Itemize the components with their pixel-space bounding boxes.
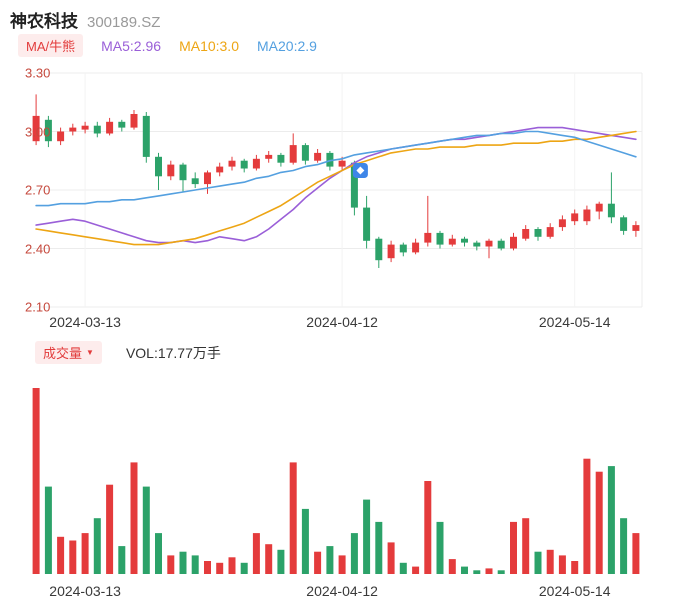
volume-chart[interactable] xyxy=(0,378,686,578)
stock-name: 神农科技 xyxy=(10,12,78,31)
event-marker-icon[interactable] xyxy=(352,163,368,178)
ma20-line xyxy=(35,130,637,207)
volume-chart-x-axis: 2024-03-13 2024-04-12 2024-05-14 xyxy=(0,583,686,601)
ma-legend: MA/牛熊 MA5:2.96 MA10:3.0 MA20:2.9 xyxy=(18,34,317,57)
y-axis-label: 2.70 xyxy=(25,182,51,198)
volume-header: 成交量 ▼ VOL:17.77万手 xyxy=(35,341,221,364)
y-axis-label: 3.30 xyxy=(25,65,51,81)
chevron-down-icon: ▼ xyxy=(86,347,94,357)
grid-lines xyxy=(30,72,643,308)
x-axis-label: 2024-03-13 xyxy=(49,314,121,330)
ma5-value-label: MA5:2.96 xyxy=(101,37,162,54)
volume-indicator-dropdown-button[interactable]: 成交量 ▼ xyxy=(35,341,102,364)
candlesticks xyxy=(32,94,640,268)
y-axis-label: 2.40 xyxy=(25,241,51,256)
volume-value-label: VOL:17.77万手 xyxy=(125,344,221,361)
candlestick-chart[interactable] xyxy=(0,62,686,314)
x-axis-label: 2024-04-12 xyxy=(306,583,378,599)
volume-dropdown-label: 成交量 xyxy=(43,346,83,361)
ma5-line xyxy=(35,126,637,244)
ma10-line xyxy=(35,130,637,246)
stock-code: 300189.SZ xyxy=(87,14,161,31)
ma10-value-label: MA10:3.0 xyxy=(179,37,239,54)
x-axis-label: 2024-05-14 xyxy=(538,583,611,599)
header: 神农科技 300189.SZ xyxy=(10,7,160,32)
price-chart-area: 3.30 3.00 2.70 2.40 2.10 xyxy=(0,62,686,315)
x-axis-label: 2024-04-12 xyxy=(306,314,378,330)
ma-bull-bear-toggle-button[interactable]: MA/牛熊 xyxy=(18,34,84,57)
x-axis-label: 2024-03-13 xyxy=(49,583,121,599)
volume-bars xyxy=(32,388,640,574)
ma20-value-label: MA20:2.9 xyxy=(257,37,317,54)
volume-chart-area xyxy=(0,378,686,578)
y-axis-label: 3.00 xyxy=(25,124,51,139)
y-axis-label: 2.10 xyxy=(25,299,51,315)
x-axis-label: 2024-05-14 xyxy=(538,314,611,330)
price-chart-x-axis: 2024-03-13 2024-04-12 2024-05-14 xyxy=(0,314,686,332)
